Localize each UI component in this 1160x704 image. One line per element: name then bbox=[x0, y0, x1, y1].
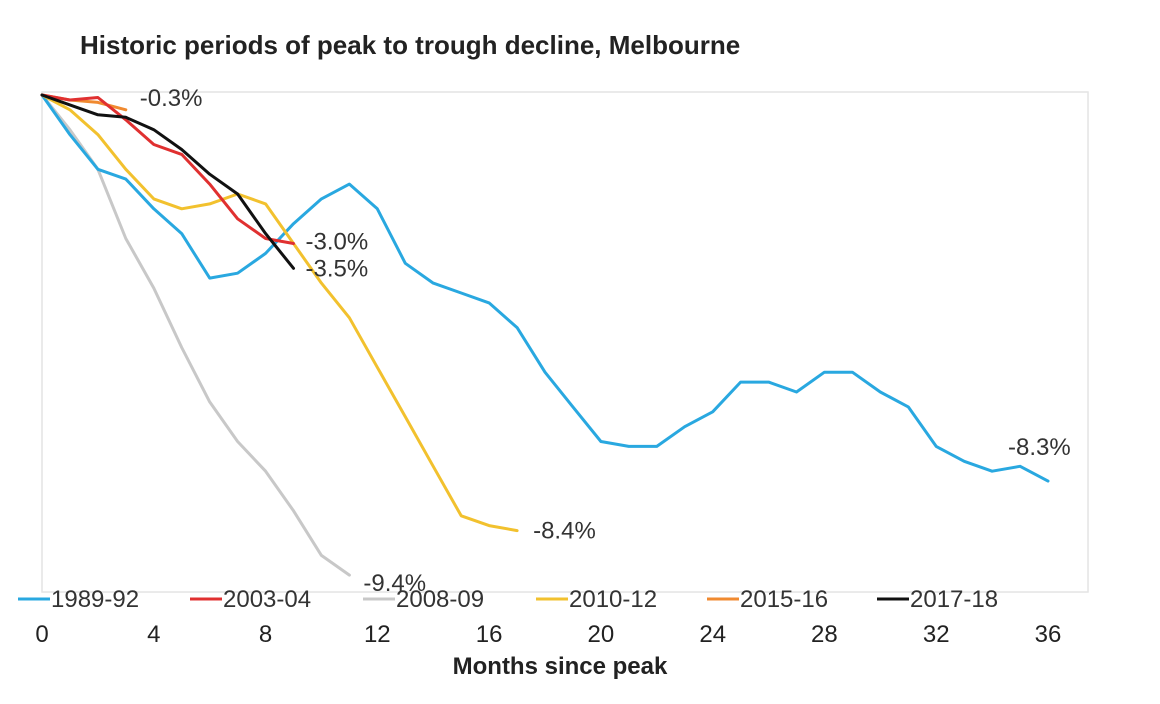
end-label-2017-18: -3.5% bbox=[306, 255, 369, 282]
legend-item-1989-92: 1989-92 bbox=[18, 586, 139, 613]
legend-item-2003-04: 2003-04 bbox=[190, 586, 311, 613]
legend-item-2010-12: 2010-12 bbox=[536, 586, 657, 613]
legend-label-2008-09: 2008-09 bbox=[396, 586, 484, 613]
x-tick-8: 8 bbox=[259, 621, 272, 648]
x-tick-0: 0 bbox=[35, 621, 48, 648]
series-line-2003-04 bbox=[40, 93, 295, 245]
series-layer bbox=[40, 93, 1050, 577]
x-axis-ticks: 0 4 8 12 16 20 24 28 32 36 bbox=[35, 621, 1061, 648]
x-tick-4: 4 bbox=[147, 621, 160, 648]
series-line-2017-18 bbox=[40, 93, 295, 270]
end-label-2015-16: -0.3% bbox=[140, 85, 203, 112]
x-tick-24: 24 bbox=[699, 621, 726, 648]
legend: 1989-92 2003-04 2008-09 2010-12 2015-16 2017-… bbox=[18, 586, 998, 613]
legend-label-2003-04: 2003-04 bbox=[223, 586, 311, 613]
legend-label-2015-16: 2015-16 bbox=[740, 586, 828, 613]
x-tick-32: 32 bbox=[923, 621, 950, 648]
x-tick-36: 36 bbox=[1035, 621, 1062, 648]
end-label-1989-92: -8.3% bbox=[1008, 434, 1071, 461]
legend-item-2017-18: 2017-18 bbox=[877, 586, 998, 613]
x-tick-16: 16 bbox=[476, 621, 503, 648]
end-label-2008-09: -9.4% bbox=[363, 570, 426, 597]
x-tick-12: 12 bbox=[364, 621, 391, 648]
end-labels: -8.3% -3.0% -9.4% -8.4% -0.3% -3.5% bbox=[140, 85, 1071, 597]
plot-area-frame bbox=[41, 91, 1089, 593]
x-tick-28: 28 bbox=[811, 621, 838, 648]
legend-label-1989-92: 1989-92 bbox=[51, 586, 139, 613]
series-line-2008-09 bbox=[40, 93, 351, 577]
end-label-2010-12: -8.4% bbox=[533, 518, 596, 545]
series-line-1989-92 bbox=[40, 93, 1050, 483]
x-axis-title: Months since peak bbox=[453, 653, 668, 680]
end-label-2003-04: -3.0% bbox=[306, 229, 369, 256]
x-tick-20: 20 bbox=[588, 621, 615, 648]
legend-item-2008-09: 2008-09 bbox=[363, 586, 484, 613]
series-line-2010-12 bbox=[40, 93, 519, 533]
legend-item-2015-16: 2015-16 bbox=[707, 586, 828, 613]
chart-title: Historic periods of peak to trough decli… bbox=[80, 30, 741, 60]
legend-label-2017-18: 2017-18 bbox=[910, 586, 998, 613]
legend-label-2010-12: 2010-12 bbox=[569, 586, 657, 613]
